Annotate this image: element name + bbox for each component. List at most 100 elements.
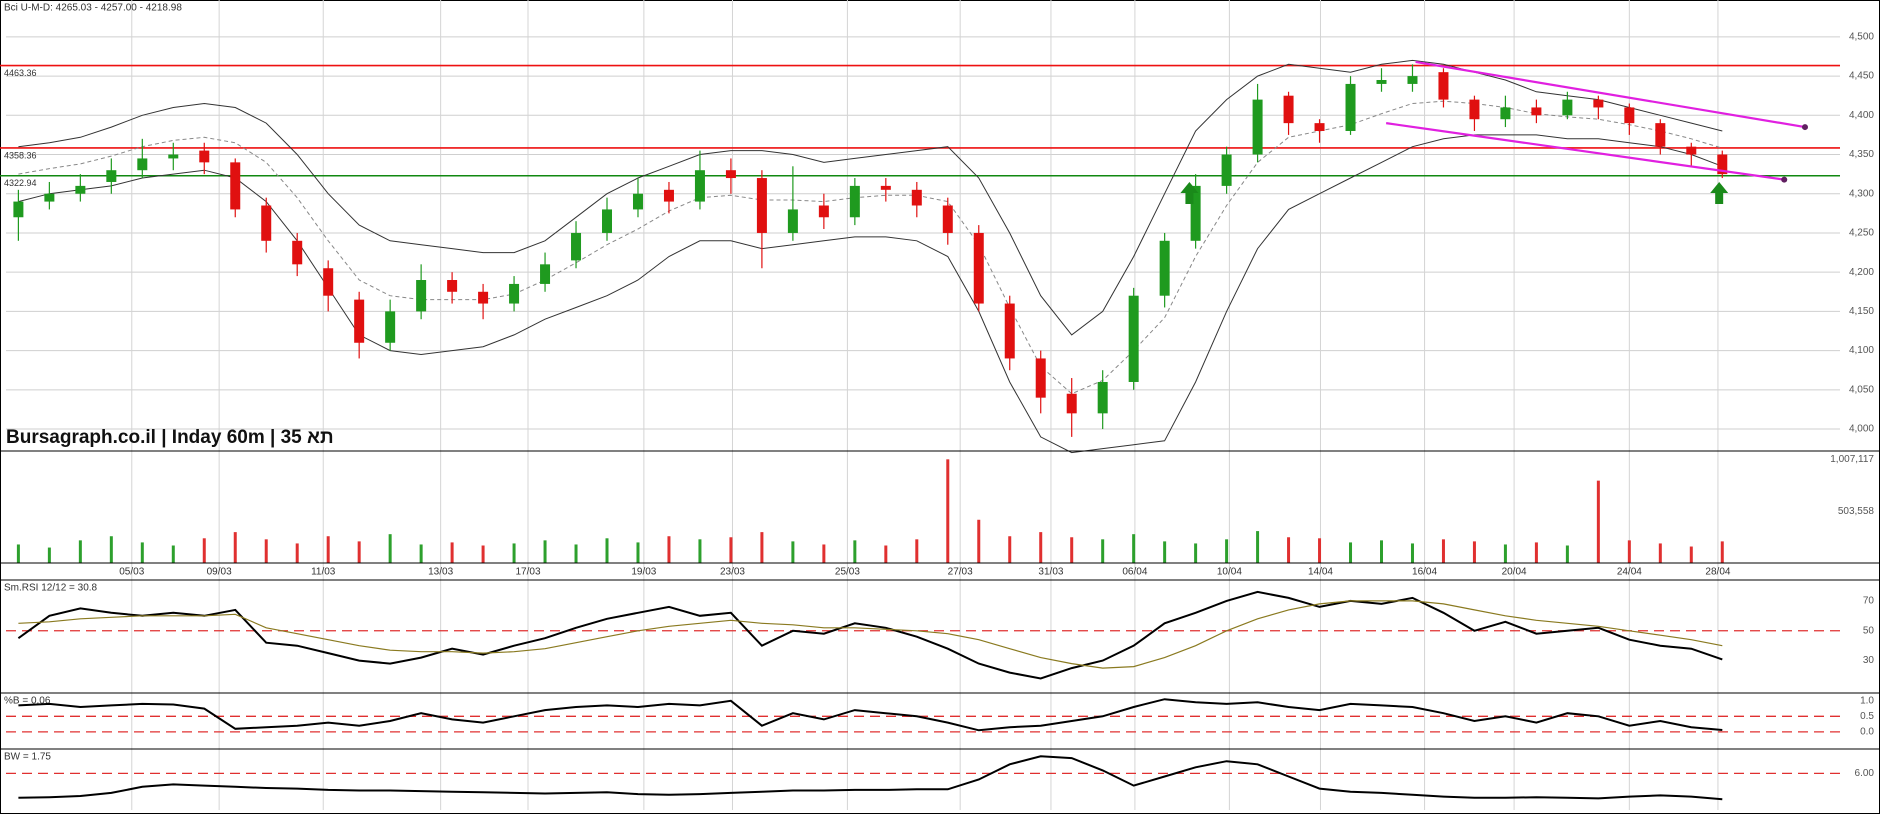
- y-tick-label: 4,500: [1849, 32, 1874, 43]
- candle-body: [13, 201, 24, 218]
- candle-body: [106, 170, 117, 182]
- level-label: 4322.94: [4, 178, 37, 188]
- candle-body: [1407, 76, 1418, 84]
- volume-bar: [202, 538, 206, 563]
- candle-body: [323, 268, 334, 296]
- x-tick-label: 20/04: [1502, 567, 1527, 578]
- watermark: Bursagraph.co.il | Inday 60m | 35 תא: [6, 427, 334, 448]
- line: [18, 600, 1723, 669]
- candle-body: [447, 280, 458, 292]
- volume-bar: [140, 542, 144, 563]
- candle-body: [1252, 99, 1263, 155]
- line: [18, 59, 1723, 336]
- volume-bar: [605, 538, 609, 563]
- candle-body: [663, 189, 674, 202]
- candle-body: [1004, 303, 1015, 359]
- volume-bar: [1565, 545, 1569, 563]
- candle-body: [44, 193, 55, 202]
- volume-bar: [357, 541, 361, 563]
- panel-title: Bci U-M-D: 4265.03 - 4257.00 - 4218.98: [4, 3, 182, 14]
- volume-bar: [977, 519, 981, 563]
- volume-bar: [233, 532, 237, 563]
- x-tick-label: 13/03: [428, 567, 453, 578]
- volume-bar: [636, 542, 640, 563]
- arrow: [1710, 181, 1729, 204]
- y-tick-label: 4,250: [1849, 228, 1874, 239]
- y-tick-label: 4,150: [1849, 306, 1874, 317]
- volume-bar: [47, 547, 51, 563]
- volume-bar: [822, 544, 826, 563]
- y-tick-label: 4,350: [1849, 149, 1874, 160]
- trend-end: [1801, 124, 1808, 131]
- volume-bar: [1101, 539, 1105, 563]
- y-tick-label: 0.5: [1860, 711, 1874, 722]
- candle-body: [1283, 95, 1294, 124]
- candle-body: [1531, 107, 1542, 116]
- candle-body: [694, 170, 705, 202]
- level-label: 4463.36: [4, 68, 37, 78]
- volume-bar: [1008, 536, 1012, 563]
- candle-body: [1097, 381, 1108, 414]
- volume-bar: [1596, 480, 1600, 563]
- candle-body: [261, 205, 272, 241]
- volume-bar: [1256, 531, 1260, 563]
- volume-bar: [915, 539, 919, 563]
- candle-body: [540, 264, 551, 284]
- candle-body: [1035, 358, 1046, 398]
- line: [18, 755, 1723, 801]
- y-tick-label: 30: [1863, 655, 1875, 666]
- candle-body: [509, 283, 520, 304]
- volume-bar: [1318, 538, 1322, 563]
- volume-bar: [1658, 543, 1662, 563]
- volume-bar: [1225, 539, 1229, 563]
- volume-bar: [1720, 541, 1724, 563]
- candle-body: [416, 280, 427, 312]
- candle-body: [75, 185, 86, 194]
- volume-bar: [481, 545, 485, 563]
- y-tick-label: 4,050: [1849, 384, 1874, 395]
- candle-body: [1314, 123, 1325, 131]
- volume-bar: [16, 544, 20, 563]
- volume-bar: [667, 536, 671, 563]
- y-tick-label: 6.00: [1855, 768, 1875, 779]
- candle-body: [1066, 393, 1077, 414]
- y-tick-label: 4,450: [1849, 71, 1874, 82]
- candle-body: [230, 162, 241, 210]
- panel-title: BW = 1.75: [4, 752, 51, 763]
- x-tick-label: 16/04: [1412, 567, 1437, 578]
- line: [17, 590, 1723, 680]
- candle-body: [756, 178, 767, 233]
- volume-bar: [450, 542, 454, 563]
- candle-body: [1221, 154, 1232, 186]
- x-tick-label: 27/03: [948, 567, 973, 578]
- volume-bar: [1534, 542, 1538, 563]
- volume-bar: [946, 459, 950, 563]
- y-tick-label: 4,200: [1849, 267, 1874, 278]
- arrow: [1180, 181, 1199, 204]
- candle-body: [1190, 185, 1201, 241]
- trend-end: [1781, 176, 1788, 183]
- y-tick-label: 1,007,117: [1830, 454, 1874, 465]
- panel-title: %B = 0.06: [4, 696, 51, 707]
- candle-body: [602, 209, 613, 233]
- candle-body: [1128, 295, 1139, 382]
- candle-body: [1500, 107, 1511, 120]
- candle-body: [1655, 123, 1666, 147]
- y-tick-label: 4,400: [1849, 110, 1874, 121]
- candle-body: [1593, 99, 1604, 108]
- volume-bar: [1194, 543, 1198, 563]
- candle-body: [168, 154, 179, 159]
- volume-bar: [791, 541, 795, 563]
- volume-bar: [698, 539, 702, 563]
- volume-bar: [419, 544, 423, 563]
- y-tick-label: 50: [1863, 625, 1875, 636]
- candle-body: [632, 193, 643, 210]
- volume-bar: [729, 537, 733, 563]
- volume-bar: [78, 540, 82, 563]
- volume-bar: [1472, 541, 1476, 563]
- candle-body: [973, 232, 984, 304]
- volume-bar: [1689, 546, 1693, 563]
- volume-bar: [760, 532, 764, 563]
- volume-bar: [884, 545, 888, 563]
